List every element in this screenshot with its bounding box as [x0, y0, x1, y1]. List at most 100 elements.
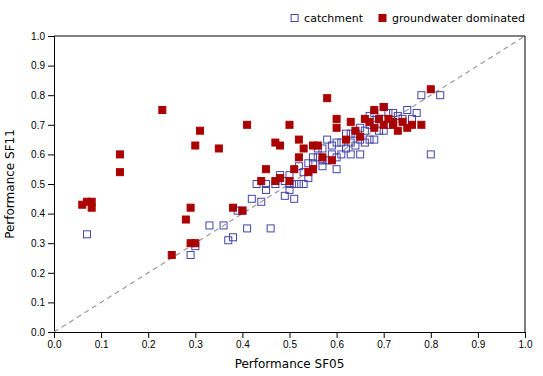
tick-label: 0.2	[31, 268, 45, 279]
tick: 0.1	[31, 297, 54, 308]
tick: 0.1	[95, 332, 109, 350]
point	[229, 234, 236, 241]
frame-line	[525, 36, 526, 332]
point	[310, 154, 317, 161]
point	[225, 237, 232, 244]
tick-label: 0.4	[31, 208, 45, 219]
tick-label: 0.0	[48, 339, 62, 350]
tick: 0.3	[31, 238, 54, 249]
point	[333, 124, 340, 131]
tick-mark	[48, 243, 54, 244]
point	[267, 225, 274, 232]
point	[116, 169, 123, 176]
tick-mark	[242, 332, 243, 338]
tick: 1.0	[31, 31, 54, 42]
tick-mark	[101, 332, 102, 338]
point	[168, 252, 175, 259]
tick-label: 0.3	[189, 339, 203, 350]
tick: 0.4	[31, 208, 54, 219]
reference-line	[54, 36, 525, 332]
point	[220, 222, 227, 229]
point	[404, 107, 411, 114]
plot: 0.00.10.20.30.40.50.60.70.80.91.00.00.10…	[31, 31, 533, 350]
tick: 0.6	[31, 149, 54, 160]
tick: 0.6	[330, 332, 344, 350]
point	[229, 204, 236, 211]
point	[262, 166, 269, 173]
chart: 0.00.10.20.30.40.50.60.70.80.91.00.00.10…	[0, 0, 543, 376]
point	[413, 109, 420, 116]
tick: 0.7	[31, 120, 54, 131]
tick-mark	[384, 332, 385, 338]
tick-mark	[478, 332, 479, 338]
tick-mark	[290, 332, 291, 338]
tick-mark	[48, 214, 54, 215]
tick-mark	[48, 36, 54, 37]
point	[215, 145, 222, 152]
point	[328, 157, 335, 164]
tick: 0.0	[48, 332, 62, 350]
point	[427, 86, 434, 93]
tick-mark	[48, 302, 54, 303]
tick: 0.7	[377, 332, 391, 350]
tick-label: 0.4	[236, 339, 250, 350]
tick-label: 0.5	[283, 339, 297, 350]
tick: 0.2	[142, 332, 156, 350]
point	[427, 151, 434, 158]
point	[437, 92, 444, 99]
point	[328, 142, 335, 149]
tick: 0.9	[471, 332, 485, 350]
point	[244, 225, 251, 232]
tick-label: 0.9	[31, 60, 45, 71]
point	[300, 145, 307, 152]
legend-item: catchment	[291, 12, 364, 25]
point	[187, 252, 194, 259]
axis-line	[55, 333, 526, 339]
point	[390, 118, 397, 125]
tick-mark	[48, 273, 54, 274]
tick: 0.9	[31, 60, 54, 71]
legend-label: groundwater dominated	[392, 12, 525, 25]
point	[310, 166, 317, 173]
point	[343, 136, 350, 143]
point	[182, 216, 189, 223]
point	[324, 95, 331, 102]
point	[239, 207, 246, 214]
tick-label: 0.7	[377, 339, 391, 350]
point	[380, 104, 387, 111]
tick: 0.0	[31, 327, 54, 338]
point	[83, 231, 90, 238]
point	[258, 198, 265, 205]
point	[418, 92, 425, 99]
point	[418, 121, 425, 128]
point	[197, 127, 204, 134]
point	[408, 121, 415, 128]
point	[394, 127, 401, 134]
point	[277, 175, 284, 182]
tick: 0.5	[31, 179, 54, 190]
point	[244, 121, 251, 128]
point	[291, 166, 298, 173]
tick-mark	[48, 125, 54, 126]
point	[295, 154, 302, 161]
tick-mark	[337, 332, 338, 338]
point	[295, 181, 302, 188]
tick-mark	[48, 66, 54, 67]
point	[357, 133, 364, 140]
legend-marker	[379, 15, 386, 22]
tick-mark	[48, 95, 54, 96]
point	[333, 115, 340, 122]
tick-label: 0.3	[31, 238, 45, 249]
point	[371, 107, 378, 114]
point	[286, 178, 293, 185]
tick-label: 0.8	[31, 90, 45, 101]
legend: catchment groundwater dominated	[291, 12, 525, 25]
tick-label: 0.6	[31, 149, 45, 160]
y-axis: 0.0 0.1 0.2 0.3 0.4 0.5 0.6 0.7 0.8 0.9 1.0	[31, 31, 54, 338]
point	[347, 151, 354, 158]
tick-label: 1.0	[519, 339, 533, 350]
tick-mark	[525, 332, 526, 338]
point	[192, 240, 199, 247]
point	[291, 195, 298, 202]
tick-label: 0.9	[471, 339, 485, 350]
